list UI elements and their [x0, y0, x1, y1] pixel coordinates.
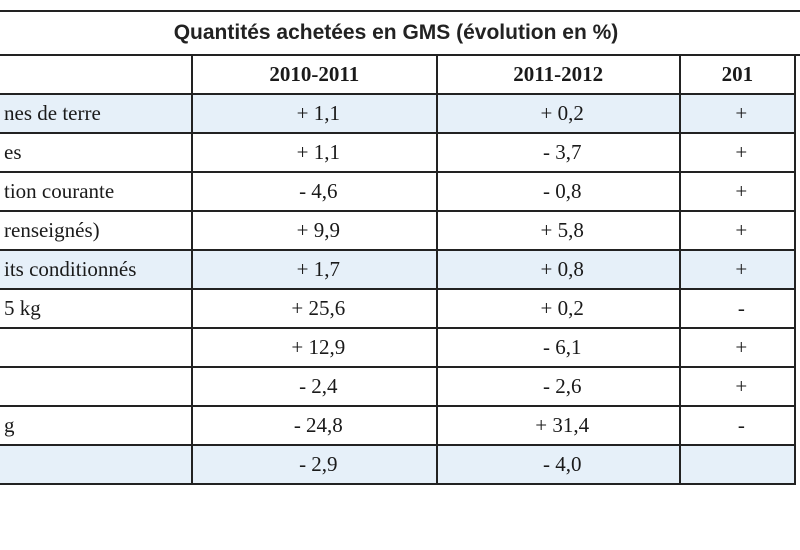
table-row: - 2,9 - 4,0 [0, 444, 797, 485]
row-label [0, 444, 193, 485]
value-cell: + 5,8 [435, 210, 681, 251]
value-text: + 25,6 [291, 296, 346, 320]
value-cell: + 1,1 [190, 132, 438, 173]
value-cell: + [678, 171, 797, 212]
table-row: g - 24,8 + 31,4 - [0, 405, 797, 446]
table-row: renseignés) + 9,9 + 5,8 + [0, 210, 797, 251]
value-cell: + 9,9 [190, 210, 438, 251]
value-text: + [735, 179, 748, 203]
row-label: 5 kg [0, 288, 193, 329]
header-cell-label [0, 54, 193, 95]
data-table: 2010-2011 2011-2012 201 nes de terre + 1,… [0, 54, 797, 485]
value-cell: - 6,1 [435, 327, 681, 368]
value-cell: + [678, 132, 797, 173]
table-row: - 2,4 - 2,6 + [0, 366, 797, 407]
value-cell: - 0,8 [435, 171, 681, 212]
value-cell: + [678, 327, 797, 368]
row-label: nes de terre [0, 93, 193, 134]
table-row: nes de terre + 1,1 + 0,2 + [0, 93, 797, 134]
row-label: its conditionnés [0, 249, 193, 290]
value-text: + [735, 140, 748, 164]
row-label [0, 366, 193, 407]
value-text: - 0,8 [542, 179, 582, 203]
value-cell: + 31,4 [435, 405, 681, 446]
value-text: + [735, 335, 748, 359]
value-cell: - 2,9 [190, 444, 438, 485]
value-text: + 0,2 [540, 101, 584, 125]
row-label: tion courante [0, 171, 193, 212]
table-title-text: Quantités achetées en GMS (évolution en … [173, 21, 619, 44]
value-text: + [735, 101, 748, 125]
value-text: + [735, 218, 748, 242]
value-cell: - 2,4 [190, 366, 438, 407]
value-cell: + [678, 366, 797, 407]
table-row: tion courante - 4,6 - 0,8 + [0, 171, 797, 212]
value-text: + 9,9 [296, 218, 340, 242]
value-text: + [735, 257, 748, 281]
value-cell: - [678, 288, 797, 329]
value-cell: + 1,7 [190, 249, 438, 290]
header-cell-2011-2012: 2011-2012 [435, 54, 681, 95]
value-text: - [737, 296, 745, 320]
value-text: - 2,4 [299, 374, 338, 398]
value-cell [678, 444, 797, 485]
value-text: - 6,1 [542, 335, 582, 359]
value-text: - 3,7 [542, 140, 582, 164]
value-cell: + [678, 249, 797, 290]
header-cell-truncated: 201 [678, 54, 797, 95]
value-text: - 2,6 [542, 374, 582, 398]
value-text: - 4,6 [299, 179, 338, 203]
row-label: renseignés) [0, 210, 193, 251]
table-row: + 12,9 - 6,1 + [0, 327, 797, 368]
value-cell: + 25,6 [190, 288, 438, 329]
value-text: + 12,9 [291, 335, 346, 359]
value-text: - [737, 413, 745, 437]
row-label: es [0, 132, 193, 173]
value-cell: + 0,2 [435, 93, 681, 134]
value-cell: + 12,9 [190, 327, 438, 368]
value-cell: - 4,0 [435, 444, 681, 485]
table-row: 5 kg + 25,6 + 0,2 - [0, 288, 797, 329]
value-cell: - [678, 405, 797, 446]
value-cell: - 3,7 [435, 132, 681, 173]
value-text: - 2,9 [299, 452, 338, 476]
value-cell: + [678, 210, 797, 251]
value-cell: + 0,2 [435, 288, 681, 329]
value-text: - 24,8 [293, 413, 343, 437]
value-cell: - 4,6 [190, 171, 438, 212]
header-cell-2010-2011: 2010-2011 [190, 54, 438, 95]
value-text: + 1,1 [296, 140, 340, 164]
table-row: its conditionnés + 1,7 + 0,8 + [0, 249, 797, 290]
table-title: Quantités achetées en GMS (évolution en … [0, 10, 800, 56]
value-text: + [735, 374, 748, 398]
row-label: g [0, 405, 193, 446]
value-text: + 0,8 [540, 257, 584, 281]
header-row: 2010-2011 2011-2012 201 [0, 54, 797, 95]
value-cell: - 2,6 [435, 366, 681, 407]
value-cell: - 24,8 [190, 405, 438, 446]
value-text: + 1,1 [296, 101, 340, 125]
table-row: es + 1,1 - 3,7 + [0, 132, 797, 173]
value-cell: + [678, 93, 797, 134]
value-cell: + 1,1 [190, 93, 438, 134]
value-text: + 1,7 [296, 257, 340, 281]
value-text: + 5,8 [540, 218, 584, 242]
value-cell: + 0,8 [435, 249, 681, 290]
row-label [0, 327, 193, 368]
value-text: + 0,2 [540, 296, 584, 320]
value-text: + 31,4 [535, 413, 590, 437]
value-text: - 4,0 [542, 452, 582, 476]
